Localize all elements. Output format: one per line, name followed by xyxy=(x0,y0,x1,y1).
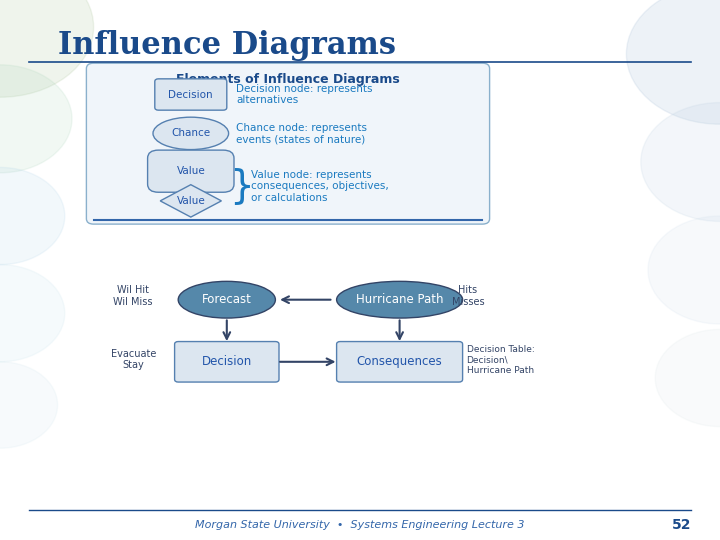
FancyBboxPatch shape xyxy=(155,79,227,110)
Text: Elements of Influence Diagrams: Elements of Influence Diagrams xyxy=(176,73,400,86)
Text: Value: Value xyxy=(176,196,205,206)
Text: Decision: Decision xyxy=(168,90,213,99)
Ellipse shape xyxy=(337,281,463,318)
Circle shape xyxy=(0,65,72,173)
Circle shape xyxy=(0,362,58,448)
Text: Decision: Decision xyxy=(202,355,252,368)
Text: Value node: represents
consequences, objectives,
or calculations: Value node: represents consequences, obj… xyxy=(251,170,388,203)
Text: Hits
Misses: Hits Misses xyxy=(451,285,485,307)
Circle shape xyxy=(655,329,720,427)
FancyBboxPatch shape xyxy=(337,342,463,382)
Text: Hurricane Path: Hurricane Path xyxy=(356,293,444,306)
Text: Chance: Chance xyxy=(171,129,210,138)
Circle shape xyxy=(0,0,94,97)
FancyBboxPatch shape xyxy=(148,150,234,192)
Circle shape xyxy=(0,167,65,265)
Text: Value: Value xyxy=(176,166,205,176)
Circle shape xyxy=(0,265,65,362)
Text: Influence Diagrams: Influence Diagrams xyxy=(58,30,395,60)
Text: }: } xyxy=(229,167,253,205)
FancyBboxPatch shape xyxy=(174,342,279,382)
Polygon shape xyxy=(161,185,222,217)
Ellipse shape xyxy=(153,117,229,150)
Circle shape xyxy=(626,0,720,124)
Text: Wil Hit
Wil Miss: Wil Hit Wil Miss xyxy=(114,285,153,307)
Text: 52: 52 xyxy=(672,518,691,532)
Text: Evacuate
Stay: Evacuate Stay xyxy=(110,349,156,370)
Ellipse shape xyxy=(179,281,276,318)
Circle shape xyxy=(648,216,720,324)
Text: Morgan State University  •  Systems Engineering Lecture 3: Morgan State University • Systems Engine… xyxy=(195,520,525,530)
Text: Decision Table:
Decision\
Hurricane Path: Decision Table: Decision\ Hurricane Path xyxy=(467,345,534,375)
Text: Forecast: Forecast xyxy=(202,293,252,306)
FancyBboxPatch shape xyxy=(86,63,490,224)
Text: Consequences: Consequences xyxy=(356,355,443,368)
Text: Decision node: represents
alternatives: Decision node: represents alternatives xyxy=(236,84,373,105)
Circle shape xyxy=(641,103,720,221)
Text: Chance node: represents
events (states of nature): Chance node: represents events (states o… xyxy=(236,123,367,144)
